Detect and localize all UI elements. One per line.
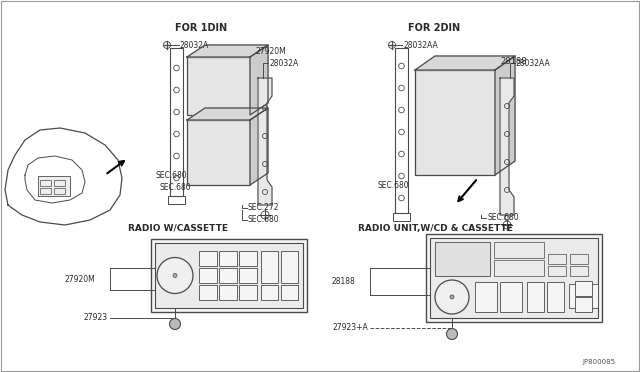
Text: RADIO UNIT,W/CD & CASSETTE: RADIO UNIT,W/CD & CASSETTE (358, 224, 513, 232)
Bar (219, 268, 237, 283)
Bar (199, 251, 217, 266)
Bar (219, 285, 237, 300)
Text: 28188: 28188 (332, 277, 355, 286)
Bar (239, 251, 257, 266)
Circle shape (447, 328, 458, 340)
Polygon shape (187, 45, 268, 57)
Circle shape (435, 280, 469, 314)
Bar (199, 285, 217, 300)
Bar (155, 243, 303, 308)
Bar (187, 120, 250, 185)
Bar (261, 251, 278, 283)
Text: 27923+A: 27923+A (332, 324, 368, 333)
Bar (38, 176, 70, 196)
Bar (570, 266, 588, 276)
Text: 28188: 28188 (500, 58, 527, 67)
Bar (281, 285, 298, 300)
Text: 27920M: 27920M (255, 46, 285, 55)
Bar (548, 254, 566, 264)
Bar (170, 48, 183, 196)
Circle shape (173, 273, 177, 278)
Polygon shape (415, 56, 515, 70)
Text: 28032A: 28032A (270, 58, 300, 67)
Text: 28032AA: 28032AA (516, 58, 551, 67)
Text: SEC.272: SEC.272 (248, 203, 280, 212)
Bar (570, 254, 588, 264)
Polygon shape (495, 56, 515, 175)
Polygon shape (250, 45, 268, 115)
Bar (395, 48, 408, 213)
Text: RADIO W/CASSETTE: RADIO W/CASSETTE (128, 224, 228, 232)
Text: FOR 1DIN: FOR 1DIN (175, 23, 227, 33)
Bar (494, 260, 544, 276)
Text: SEC.680: SEC.680 (155, 170, 187, 180)
Circle shape (450, 295, 454, 299)
Bar (415, 70, 495, 175)
Bar (54, 188, 65, 194)
Bar (187, 57, 250, 115)
Bar (494, 242, 544, 258)
Bar (168, 196, 185, 204)
Bar (281, 251, 298, 283)
Polygon shape (500, 78, 514, 215)
Bar (199, 268, 217, 283)
Text: 27920M: 27920M (64, 275, 95, 283)
Bar (475, 282, 497, 312)
Bar (239, 268, 257, 283)
Bar (239, 285, 257, 300)
Bar (426, 234, 602, 322)
Bar (575, 297, 592, 312)
Bar (548, 266, 566, 276)
Bar (430, 238, 598, 318)
Text: FOR 2DIN: FOR 2DIN (408, 23, 460, 33)
Text: SEC.680: SEC.680 (378, 180, 410, 189)
Text: 27923: 27923 (84, 314, 108, 323)
Bar (575, 281, 592, 296)
Circle shape (157, 257, 193, 294)
Bar (261, 285, 278, 300)
Polygon shape (250, 108, 268, 185)
Bar (569, 284, 582, 308)
Text: 28032AA: 28032AA (403, 41, 438, 49)
Text: SEC.680: SEC.680 (487, 214, 518, 222)
Text: SEC.680: SEC.680 (248, 215, 280, 224)
Bar (435, 242, 490, 276)
Bar (500, 282, 522, 312)
Bar (585, 284, 598, 308)
Bar (54, 180, 65, 186)
Polygon shape (258, 78, 272, 205)
Circle shape (170, 318, 180, 330)
Text: SEC.680: SEC.680 (160, 183, 191, 192)
Text: JP800085: JP800085 (582, 359, 615, 365)
Bar (547, 282, 564, 312)
Bar (40, 188, 51, 194)
Bar (527, 282, 544, 312)
Bar (151, 239, 307, 312)
Polygon shape (187, 108, 268, 120)
Bar (393, 213, 410, 221)
Text: 28032A: 28032A (180, 41, 209, 49)
Bar (40, 180, 51, 186)
Bar (219, 251, 237, 266)
